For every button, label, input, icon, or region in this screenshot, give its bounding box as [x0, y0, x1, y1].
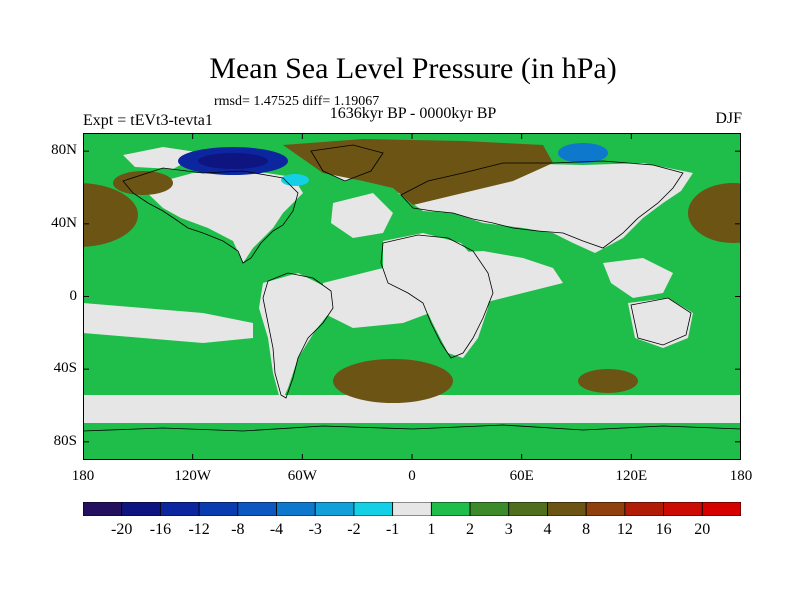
colorbar-swatch	[353, 502, 394, 516]
coast-south-america	[262, 272, 334, 399]
colorbar-swatch	[121, 502, 161, 516]
colorbar-label: -2	[347, 521, 361, 538]
coast-australia	[630, 297, 692, 346]
colorbar-label: -4	[269, 521, 284, 538]
map-title: Mean Sea Level Pressure (in hPa)	[209, 52, 617, 85]
colorbar-label: -20	[111, 521, 133, 538]
lat-label: 80S	[53, 432, 77, 449]
colorbar-label: -12	[188, 521, 210, 538]
colorbar-swatch	[314, 502, 355, 516]
coast-europe-asia	[400, 160, 684, 249]
lon-label: 0	[408, 468, 416, 484]
colorbar-swatch	[237, 502, 277, 516]
south-america-region	[259, 273, 333, 403]
coast-africa	[380, 234, 494, 359]
stats-text: rmsd= 1.47525 diff= 1.19067	[214, 94, 380, 109]
colorbar-label: 4	[543, 521, 552, 538]
north-pacific-high-west	[83, 183, 138, 247]
colorbar-swatch	[430, 502, 471, 516]
coast-antarctica	[83, 424, 741, 432]
arctic-low-core	[198, 153, 268, 169]
colorbar-label: 16	[655, 521, 672, 538]
colorbar	[83, 502, 741, 516]
low-pressure-regions	[178, 143, 608, 186]
colorbar-label: -3	[308, 521, 322, 538]
lat-label: 40S	[53, 360, 77, 377]
colorbar-swatch	[160, 502, 200, 516]
colorbar-swatch	[547, 502, 587, 516]
lon-label: 120E	[615, 468, 648, 484]
southern-band	[83, 395, 741, 423]
north-pacific-high-east	[688, 183, 741, 243]
north-america-high	[113, 171, 173, 195]
colorbar-label: -1	[385, 521, 400, 538]
land-regions	[83, 143, 741, 423]
colorbar-swatch	[624, 502, 664, 516]
pressure-map	[83, 133, 741, 460]
tropical-band	[323, 251, 563, 328]
colorbar-swatch	[585, 502, 626, 516]
colorbar-label: -8	[231, 521, 245, 538]
colorbar-swatch	[83, 502, 123, 516]
colorbar-label: 1	[427, 521, 436, 538]
coast-north-america	[122, 167, 299, 264]
lon-label: 60E	[509, 468, 534, 484]
lon-label: 180	[729, 468, 753, 484]
season-label: DJF	[715, 110, 742, 127]
australia-region	[628, 298, 693, 348]
indian-ocean-high	[578, 369, 638, 393]
experiment-label: Expt = tEVt3-tevta1	[83, 112, 213, 129]
north-america-region	[141, 171, 303, 263]
colorbar-swatch	[469, 502, 510, 516]
colorbar-swatch	[276, 502, 316, 516]
lat-label: 40N	[51, 214, 77, 231]
siberia-low-region	[558, 143, 608, 163]
coast-greenland	[310, 144, 384, 182]
high-pressure-regions	[83, 139, 741, 403]
colorbar-swatch	[198, 502, 239, 516]
colorbar-label: 20	[694, 521, 711, 538]
pacific-band	[83, 303, 253, 343]
colorbar-label: 3	[504, 521, 513, 538]
south-atlantic-high	[333, 359, 453, 403]
colorbar-swatch	[392, 502, 432, 516]
colorbar-label: 2	[466, 521, 475, 538]
north-atlantic-patch	[331, 193, 393, 238]
maritime-asia-region	[603, 258, 673, 298]
arctic-high-region	[283, 139, 553, 205]
colorbar-label: -16	[149, 521, 172, 538]
colorbar-swatch	[663, 502, 703, 516]
period-text: 1636kyr BP - 0000kyr BP	[329, 105, 497, 122]
colorbar-label: 8	[582, 521, 591, 538]
lat-label: 80N	[51, 142, 77, 159]
lon-label: 120W	[174, 468, 211, 484]
lon-label: 60W	[287, 468, 317, 484]
axis-ticks	[83, 133, 741, 460]
colorbar-label: 12	[616, 521, 633, 538]
colorbar-swatch	[701, 502, 741, 516]
lat-label: 0	[69, 287, 78, 304]
lon-label: 180	[71, 468, 95, 484]
colorbar-swatch	[508, 502, 548, 516]
coastlines	[83, 144, 741, 432]
